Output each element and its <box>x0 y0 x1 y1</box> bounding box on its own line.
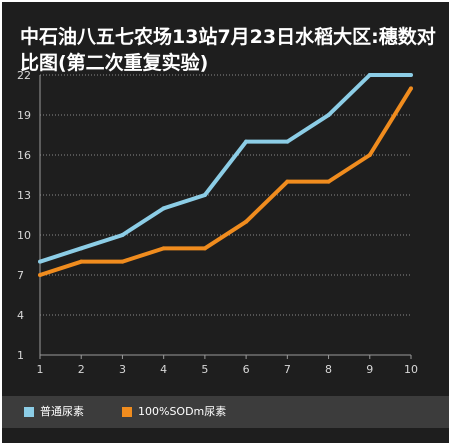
y-tick-label-3: 10 <box>17 229 31 242</box>
x-tick-label-0: 1 <box>37 363 44 376</box>
y-tick-label-6: 19 <box>17 109 31 122</box>
series-0-point-6 <box>285 139 290 144</box>
series-1-point-9 <box>409 86 413 91</box>
series-0-point-5 <box>244 139 249 144</box>
legend-label-series-0: 普通尿素 <box>40 405 84 418</box>
y-tick-label-1: 4 <box>17 309 24 322</box>
x-tick-label-6: 7 <box>284 363 291 376</box>
series-0-point-9 <box>409 73 413 77</box>
series-line-1 <box>39 87 413 277</box>
chart-plot: 1 4 7 10 13 16 19 22 1 2 3 4 5 6 7 8 9 10 <box>17 69 418 376</box>
series-line-0 <box>39 73 411 264</box>
series-0-point-1 <box>79 246 84 251</box>
y-tick-label-7: 22 <box>17 69 31 82</box>
y-tick-label-4: 13 <box>17 189 31 202</box>
series-1-point-5 <box>244 219 249 224</box>
series-1-point-3 <box>161 246 166 251</box>
x-tick-label-2: 3 <box>119 363 126 376</box>
y-tick-label-2: 7 <box>17 269 24 282</box>
series-0-point-4 <box>202 193 207 197</box>
x-tick-label-5: 6 <box>243 363 250 376</box>
series-0-point-3 <box>161 206 166 211</box>
x-tick-label-8: 9 <box>366 363 373 376</box>
series-0-point-2 <box>120 233 125 237</box>
y-tick-label-5: 16 <box>17 149 31 162</box>
series-1-point-7 <box>326 179 331 184</box>
chart-title: 中石油八五七农场13站7月23日水稻大区:穗数对比图(第二次重复实验) <box>20 26 436 74</box>
series-1-point-2 <box>120 259 125 264</box>
series-0-point-7 <box>326 113 331 117</box>
series-0-point-8 <box>367 73 372 77</box>
legend-swatch-series-1 <box>122 407 132 417</box>
y-tick-label-0: 1 <box>17 349 24 362</box>
series-0-point-0 <box>38 259 42 264</box>
x-tick-label-4: 5 <box>201 363 208 376</box>
x-tick-label-3: 4 <box>160 363 167 376</box>
legend: 普通尿素 100%SODm尿素 <box>2 396 449 428</box>
series-1-point-4 <box>202 246 207 251</box>
legend-label-series-1: 100%SODm尿素 <box>138 405 227 418</box>
x-tick-label-9: 10 <box>404 363 418 376</box>
series-1-point-1 <box>79 259 84 264</box>
series-1-point-8 <box>367 153 372 157</box>
series-1-point-6 <box>285 179 290 184</box>
x-tick-label-7: 8 <box>325 363 332 376</box>
legend-swatch-series-0 <box>24 407 34 417</box>
series-1-point-0 <box>38 273 42 277</box>
x-tick-label-1: 2 <box>78 363 85 376</box>
